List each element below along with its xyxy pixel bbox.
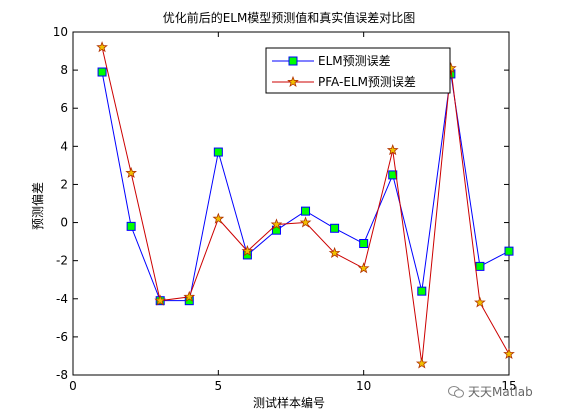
data-point bbox=[125, 166, 137, 178]
legend: ELM预测误差 PFA-ELM预测误差 bbox=[265, 47, 451, 94]
y-tick-label: 8 bbox=[60, 63, 68, 77]
x-axis-label: 测试样本编号 bbox=[253, 395, 325, 410]
series-layer bbox=[96, 41, 515, 369]
legend-entry: ELM预测误差 bbox=[272, 54, 391, 68]
series-1 bbox=[97, 67, 514, 306]
legend-entry: PFA-ELM预测误差 bbox=[272, 75, 416, 89]
data-point bbox=[417, 286, 427, 296]
y-axis-label: 预测偏差 bbox=[30, 182, 45, 230]
data-point bbox=[241, 244, 254, 257]
legend-label: PFA-ELM预测误差 bbox=[318, 75, 416, 89]
axis-tick-labels: 0 5 10 15 -8 -6 -4 -2 0 2 4 6 8 10 bbox=[53, 25, 517, 393]
y-tick-label: -4 bbox=[56, 292, 68, 306]
series-2 bbox=[96, 41, 515, 369]
y-tick-label: 10 bbox=[53, 25, 68, 39]
watermark-text: 天天Matlab bbox=[468, 385, 533, 399]
data-point bbox=[330, 223, 340, 233]
legend-label: ELM预测误差 bbox=[318, 54, 391, 68]
data-point bbox=[213, 147, 223, 157]
legend-marker bbox=[288, 56, 298, 66]
y-tick-label: 6 bbox=[60, 101, 68, 115]
data-point bbox=[359, 239, 369, 249]
data-point bbox=[301, 206, 311, 216]
data-point bbox=[415, 357, 428, 369]
axis-ticks bbox=[72, 31, 510, 376]
x-tick-label: 0 bbox=[69, 379, 77, 393]
data-point bbox=[299, 216, 312, 228]
x-tick-label: 15 bbox=[501, 379, 516, 393]
x-tick-label: 10 bbox=[356, 379, 371, 393]
watermark: 天天Matlab bbox=[448, 383, 533, 400]
x-tick-label: 5 bbox=[215, 379, 223, 393]
data-point bbox=[212, 212, 225, 224]
y-tick-label: -2 bbox=[56, 254, 68, 268]
chart-title: 优化前后的ELM模型预测值和真实值误差对比图 bbox=[163, 10, 416, 25]
data-point bbox=[357, 262, 370, 274]
legend-box bbox=[265, 47, 451, 94]
y-tick-label: 0 bbox=[60, 216, 68, 230]
legend-marker bbox=[287, 75, 299, 87]
data-point bbox=[328, 246, 341, 259]
data-point bbox=[474, 296, 486, 308]
data-point bbox=[154, 294, 167, 306]
data-point bbox=[386, 143, 399, 156]
y-tick-label: -8 bbox=[56, 368, 68, 382]
data-point bbox=[97, 67, 107, 77]
data-point bbox=[126, 221, 136, 231]
data-point bbox=[388, 170, 398, 180]
wechat-icon bbox=[448, 385, 464, 398]
data-point bbox=[183, 290, 196, 302]
data-point bbox=[475, 261, 485, 271]
data-point bbox=[503, 347, 515, 360]
y-tick-label: 4 bbox=[60, 139, 68, 153]
y-tick-label: -6 bbox=[56, 330, 68, 344]
data-point bbox=[96, 41, 108, 53]
data-point bbox=[504, 246, 514, 256]
y-tick-label: 2 bbox=[60, 177, 68, 191]
data-point bbox=[270, 218, 283, 230]
